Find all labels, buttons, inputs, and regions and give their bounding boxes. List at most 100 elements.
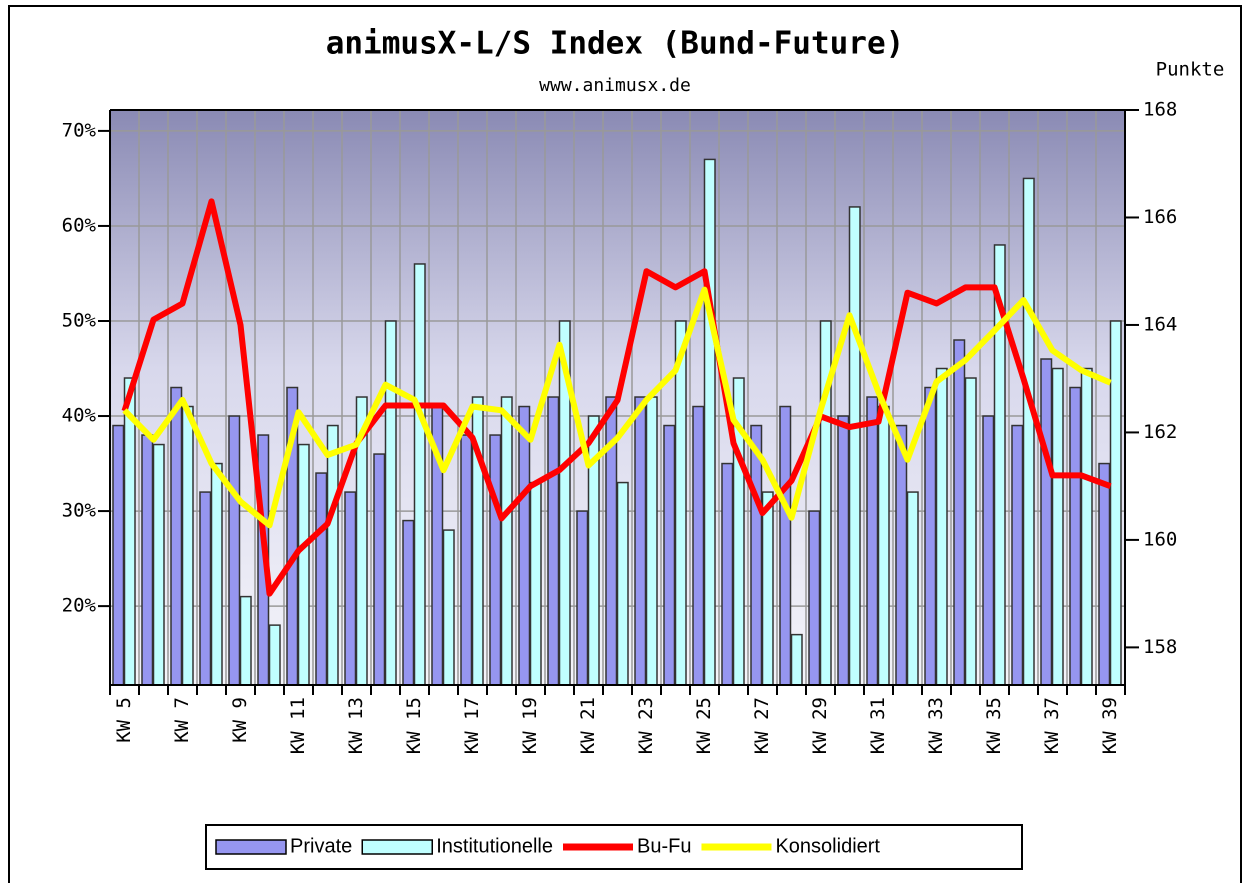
bar [239, 595, 252, 686]
bar [141, 434, 154, 686]
bar [529, 481, 542, 686]
bar [170, 386, 183, 686]
bar [750, 424, 763, 686]
x-tick-label: KW 39 [1099, 697, 1121, 754]
bar [1069, 386, 1082, 686]
x-tick-label: KW 27 [751, 697, 773, 754]
line [121, 198, 1112, 597]
x-tick-label: KW 37 [1041, 697, 1063, 754]
bar [210, 462, 223, 686]
bar [895, 424, 908, 686]
bar [837, 415, 850, 686]
bar [692, 405, 705, 686]
line [122, 286, 1112, 529]
bar [268, 624, 281, 686]
x-tick-label: KW 13 [345, 697, 367, 754]
bar [112, 424, 125, 686]
legend-swatch [215, 839, 287, 855]
bar [297, 443, 310, 686]
x-tick-label: KW 29 [809, 697, 831, 754]
bar [576, 510, 589, 686]
bar [866, 396, 879, 686]
bar [315, 472, 328, 686]
y2-axis-label: Punkte [1156, 59, 1225, 81]
y-tick-label: 50% [62, 309, 97, 331]
bar [1040, 358, 1053, 686]
bar [808, 510, 821, 686]
bar [1080, 367, 1093, 686]
y-tick-label: 70% [62, 119, 97, 141]
x-tick-label: KW 9 [229, 697, 251, 743]
bar [663, 424, 676, 686]
bar [413, 263, 426, 686]
bar [489, 434, 502, 686]
bar [181, 405, 194, 686]
bar [906, 491, 919, 686]
x-tick-label: KW 25 [693, 697, 715, 754]
y2-tick-label: 164 [1143, 313, 1177, 335]
bar [373, 453, 386, 686]
bar [199, 491, 212, 686]
y-tick-label: 40% [62, 405, 97, 427]
y-tick-label: 20% [62, 595, 97, 617]
bar [790, 633, 803, 686]
x-tick-label: KW 23 [635, 697, 657, 754]
bar [634, 396, 647, 686]
bar [721, 462, 734, 686]
x-tick-label: KW 17 [461, 697, 483, 754]
y2-tick-label: 162 [1143, 421, 1177, 443]
x-tick-label: KW 33 [925, 697, 947, 754]
bar [848, 206, 861, 686]
y2-tick-label: 168 [1143, 99, 1177, 121]
bar [935, 367, 948, 686]
bar [1011, 424, 1024, 686]
x-tick-label: KW 21 [577, 697, 599, 754]
bar [982, 415, 995, 686]
y-tick-label: 60% [62, 214, 97, 236]
bar [924, 386, 937, 686]
bar [645, 396, 658, 686]
bar [674, 320, 687, 686]
bar [460, 434, 473, 686]
bar [344, 491, 357, 686]
x-tick-label: KW 31 [867, 697, 889, 754]
bar [547, 396, 560, 686]
legend-label: Bu-Fu [637, 835, 691, 857]
bar [326, 424, 339, 686]
y2-tick-label: 166 [1143, 206, 1177, 228]
bar [953, 339, 966, 686]
bar [384, 320, 397, 686]
bar [123, 377, 136, 686]
bar [877, 405, 890, 686]
x-tick-label: KW 5 [113, 697, 135, 743]
chart-subtitle: www.animusx.de [539, 75, 691, 96]
x-tick-label: KW 7 [171, 697, 193, 743]
x-tick-label: KW 19 [519, 697, 541, 754]
x-tick-label: KW 11 [287, 697, 309, 754]
y2-tick-label: 158 [1143, 636, 1177, 658]
bar [616, 481, 629, 686]
legend-label: Institutionelle [436, 835, 553, 857]
bar [1022, 177, 1035, 686]
legend-swatch [361, 839, 433, 855]
bar [442, 529, 455, 686]
x-tick-label: KW 35 [983, 697, 1005, 754]
legend-label: Private [290, 835, 352, 857]
bar [761, 491, 774, 686]
x-tick-label: KW 15 [403, 697, 425, 754]
y2-tick-label: 160 [1143, 528, 1177, 550]
chart-title: animusX-L/S Index (Bund-Future) [326, 26, 905, 62]
bar [703, 158, 716, 686]
y-tick-label: 30% [62, 500, 97, 522]
bar [1051, 367, 1064, 686]
bar [228, 415, 241, 686]
bar [500, 396, 513, 686]
bar [1109, 320, 1122, 686]
bar [779, 405, 792, 686]
bar [152, 443, 165, 686]
bar [1098, 462, 1111, 686]
bar [402, 519, 415, 686]
legend-label: Konsolidiert [775, 835, 880, 857]
